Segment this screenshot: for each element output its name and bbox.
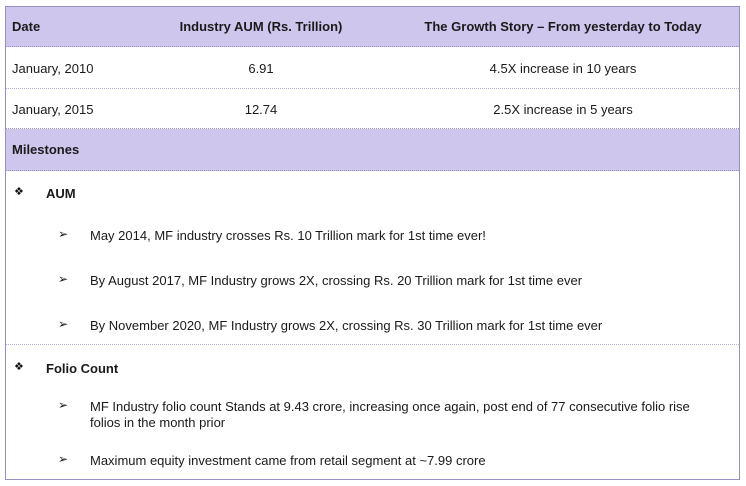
milestones-header-row: Milestones [6,129,739,171]
table-row: January, 2015 12.74 2.5X increase in 5 y… [6,89,739,129]
row-aum: 6.91 [248,61,274,76]
row-growth: 4.5X increase in 10 years [489,61,637,76]
growth-story-table: Date Industry AUM (Rs. Trillion) The Gro… [5,6,740,480]
diamond-bullet-icon: ❖ [14,186,24,198]
arrow-bullet-icon: ➢ [58,272,69,286]
diamond-bullet-icon: ❖ [14,361,24,373]
arrow-bullet-icon: ➢ [58,452,69,466]
arrow-bullet-icon: ➢ [58,317,69,331]
section-title-aum: AUM [46,186,76,201]
list-item: By November 2020, MF Industry grows 2X, … [90,318,603,333]
header-industry-aum: Industry AUM (Rs. Trillion) [179,19,343,34]
aum-section: ❖ AUM ➢ May 2014, MF industry crosses Rs… [6,171,739,345]
table-header-row: Date Industry AUM (Rs. Trillion) The Gro… [6,7,739,47]
list-item-line-2: folios in the month prior [90,415,226,430]
list-item-line-1: MF Industry folio count Stands at 9.43 c… [90,399,690,414]
row-growth: 2.5X increase in 5 years [493,102,633,117]
milestones-label: Milestones [12,142,80,157]
arrow-bullet-icon: ➢ [58,398,69,412]
folio-count-section: ❖ Folio Count ➢ MF Industry folio count … [6,345,739,481]
section-title-folio-count: Folio Count [46,361,119,376]
row-date: January, 2015 [12,102,94,117]
list-item: May 2014, MF industry crosses Rs. 10 Tri… [90,228,486,243]
arrow-bullet-icon: ➢ [58,227,69,241]
list-item: Maximum equity investment came from reta… [90,453,486,468]
list-item: By August 2017, MF Industry grows 2X, cr… [90,273,583,288]
header-date: Date [12,19,41,34]
header-growth-story: The Growth Story – From yesterday to Tod… [424,19,702,34]
table-row: January, 2010 6.91 4.5X increase in 10 y… [6,47,739,89]
row-aum: 12.74 [244,102,278,117]
row-date: January, 2010 [12,61,94,76]
